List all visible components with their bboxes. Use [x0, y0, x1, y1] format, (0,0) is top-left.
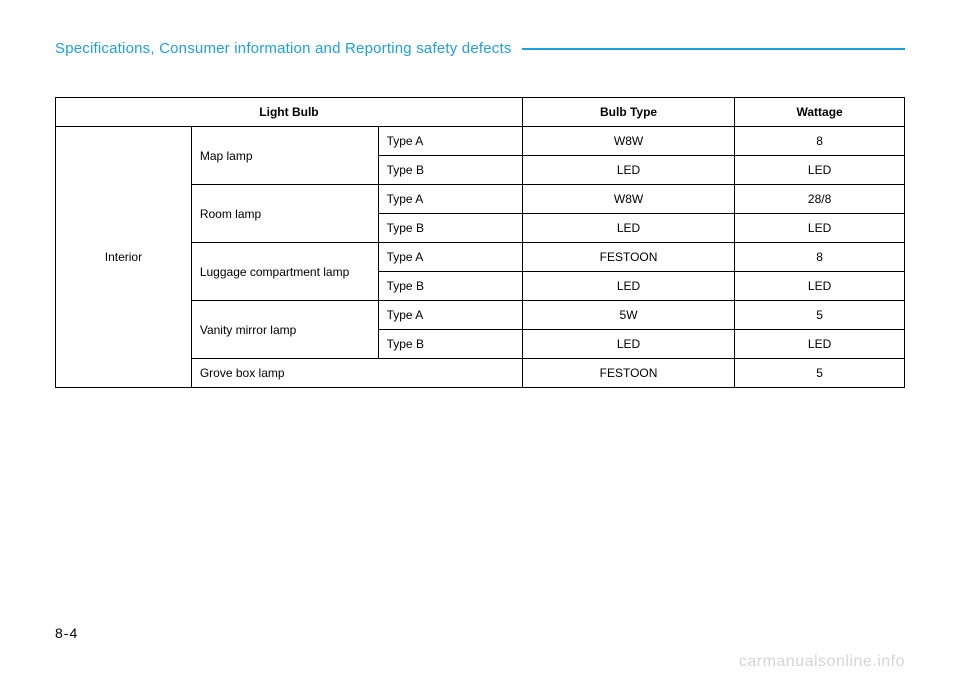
bulb-type: FESTOON — [522, 359, 734, 388]
table-row: Interior Map lamp Type A W8W 8 — [56, 127, 905, 156]
wattage: 5 — [735, 301, 905, 330]
wattage: LED — [735, 330, 905, 359]
header-wattage: Wattage — [735, 98, 905, 127]
title-rule — [522, 48, 905, 50]
bulb-type: LED — [522, 272, 734, 301]
type-label: Type B — [378, 156, 522, 185]
bulb-type: W8W — [522, 185, 734, 214]
wattage: 28/8 — [735, 185, 905, 214]
page-number: 8-4 — [55, 625, 78, 641]
bulb-type: LED — [522, 330, 734, 359]
page: Specifications, Consumer information and… — [0, 0, 960, 689]
category-cell: Interior — [56, 127, 192, 388]
spec-table: Light Bulb Bulb Type Wattage Interior Ma… — [55, 97, 905, 388]
wattage: LED — [735, 272, 905, 301]
page-title: Specifications, Consumer information and… — [55, 40, 522, 57]
header-light-bulb: Light Bulb — [56, 98, 523, 127]
type-label: Type B — [378, 214, 522, 243]
lamp-name: Room lamp — [191, 185, 378, 243]
table-header-row: Light Bulb Bulb Type Wattage — [56, 98, 905, 127]
bulb-type: FESTOON — [522, 243, 734, 272]
type-label: Type A — [378, 185, 522, 214]
type-label: Type A — [378, 301, 522, 330]
type-label: Type A — [378, 127, 522, 156]
type-label: Type B — [378, 272, 522, 301]
lamp-name: Grove box lamp — [191, 359, 522, 388]
wattage: 5 — [735, 359, 905, 388]
title-row: Specifications, Consumer information and… — [55, 40, 905, 57]
bulb-type: 5W — [522, 301, 734, 330]
type-label: Type B — [378, 330, 522, 359]
type-label: Type A — [378, 243, 522, 272]
lamp-name: Luggage compartment lamp — [191, 243, 378, 301]
wattage: 8 — [735, 127, 905, 156]
lamp-name: Vanity mirror lamp — [191, 301, 378, 359]
wattage: 8 — [735, 243, 905, 272]
bulb-type: LED — [522, 214, 734, 243]
wattage: LED — [735, 156, 905, 185]
header-bulb-type: Bulb Type — [522, 98, 734, 127]
bulb-type: LED — [522, 156, 734, 185]
bulb-type: W8W — [522, 127, 734, 156]
lamp-name: Map lamp — [191, 127, 378, 185]
wattage: LED — [735, 214, 905, 243]
watermark-text: carmanualsonline.info — [739, 653, 905, 671]
